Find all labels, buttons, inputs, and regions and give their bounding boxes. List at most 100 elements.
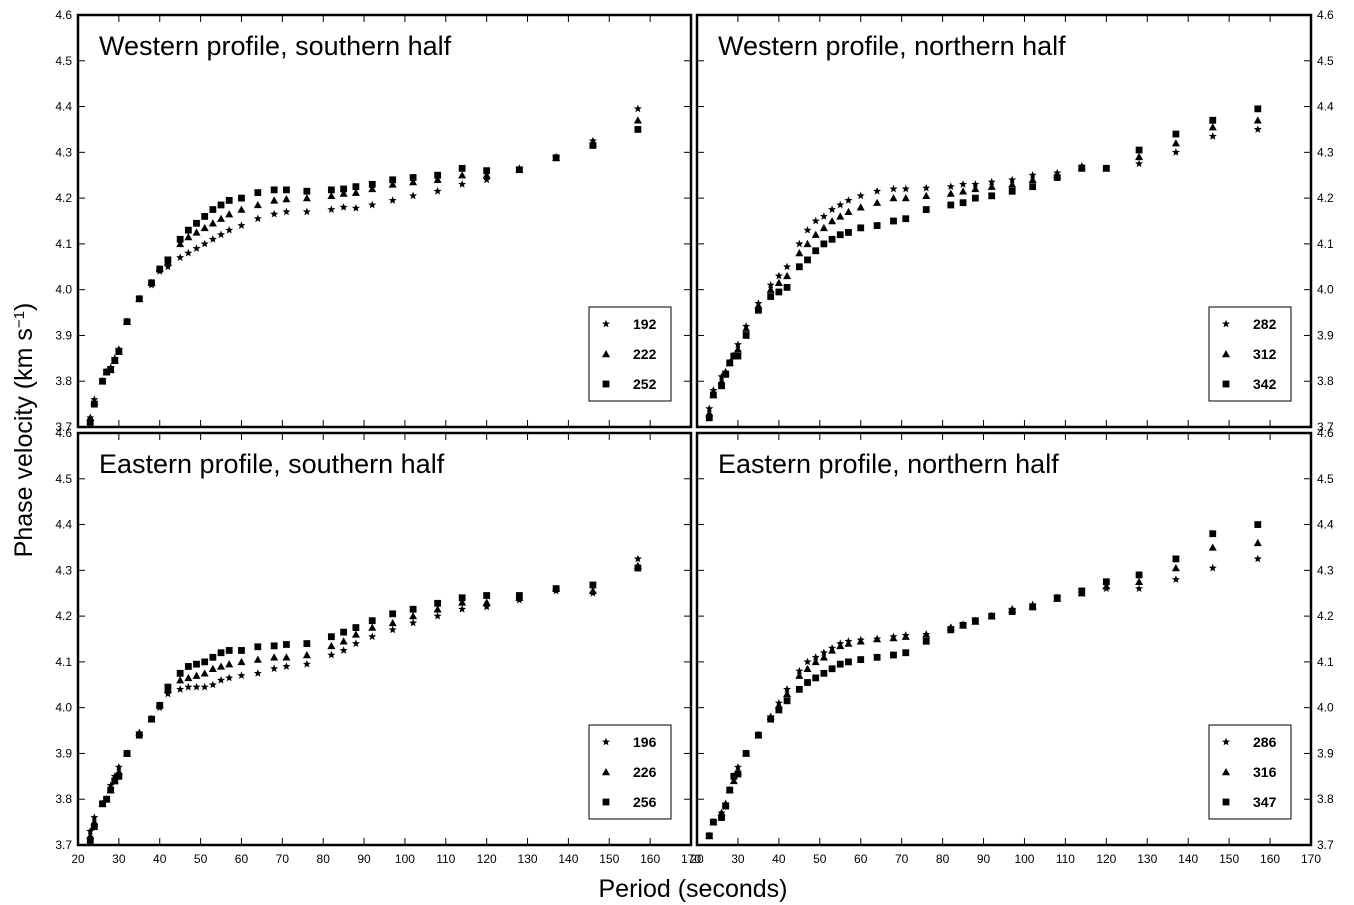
y-tick-label: 3.8 [1317, 374, 1334, 388]
data-point [351, 639, 360, 647]
data-point [828, 665, 836, 673]
data-point [589, 142, 597, 149]
data-point [819, 653, 828, 661]
data-point [552, 154, 560, 162]
y-tick-label: 3.7 [1317, 838, 1334, 852]
data-point [922, 183, 931, 192]
data-point [217, 214, 226, 222]
data-point [482, 602, 491, 611]
data-point [208, 235, 217, 243]
series-252 [86, 126, 642, 426]
data-point [1135, 152, 1144, 161]
y-tick-label: 4.4 [55, 518, 72, 532]
x-tick-label: 90 [977, 852, 991, 866]
data-point [253, 200, 262, 209]
panel-title: Eastern profile, northern half [718, 449, 1059, 479]
data-point [283, 641, 290, 648]
y-tick-label: 4.1 [55, 655, 72, 669]
data-point [148, 715, 155, 723]
legend-label: 282 [1253, 316, 1277, 332]
data-point [111, 777, 119, 785]
y-tick-label: 4.3 [1317, 145, 1334, 159]
panel-2: 3.7 3.8 3.9 4.0 4.1 4.2 4.3 4.4 4.5 4.6 Western pr… [695, 8, 1334, 434]
data-point [192, 244, 201, 252]
x-tick-label: 150 [599, 852, 619, 866]
legend-label: 286 [1253, 734, 1277, 750]
data-point [947, 626, 955, 634]
data-point [302, 651, 311, 659]
data-point [959, 621, 967, 629]
data-point [193, 219, 200, 227]
data-point [111, 357, 119, 365]
data-point [90, 813, 99, 821]
data-point [225, 210, 234, 218]
data-point [253, 669, 262, 677]
panel-frame [76, 431, 693, 847]
legend-label: 192 [633, 316, 657, 332]
data-point [270, 186, 278, 194]
series-256 [86, 564, 642, 844]
x-tick-label: 70 [276, 852, 290, 866]
data-point [971, 180, 980, 188]
x-tick-label: 110 [1056, 852, 1075, 866]
series-226 [86, 561, 642, 840]
data-point [873, 198, 882, 206]
data-point [148, 279, 155, 287]
data-point [409, 612, 418, 620]
legend-marker [602, 380, 610, 388]
data-point [902, 215, 910, 223]
data-point [766, 280, 775, 289]
data-point [123, 318, 131, 326]
data-point [873, 222, 881, 229]
legend: 282 312 342 [1208, 306, 1292, 402]
legend: 192 222 252 [588, 306, 672, 402]
data-point [201, 658, 209, 666]
data-point [812, 674, 820, 682]
data-point [302, 659, 311, 668]
data-point [327, 633, 335, 641]
data-point [1053, 174, 1061, 181]
data-point [901, 194, 910, 202]
x-tick-label: 120 [1096, 852, 1116, 866]
data-point [163, 262, 172, 271]
data-point [766, 285, 775, 293]
panel-title: Western profile, southern half [99, 31, 452, 61]
data-point [1102, 582, 1111, 590]
legend-marker [602, 798, 610, 806]
data-point [1253, 116, 1262, 124]
series-282 [705, 125, 1262, 413]
data-point [844, 639, 853, 647]
data-point [368, 617, 376, 625]
data-point [1029, 183, 1037, 191]
data-point [201, 213, 209, 220]
data-point [270, 653, 279, 661]
data-point [726, 359, 734, 367]
data-point [339, 637, 348, 645]
data-point [844, 207, 853, 216]
data-point [388, 180, 397, 188]
data-point [282, 653, 291, 661]
data-point [156, 265, 164, 273]
data-point [192, 671, 201, 679]
data-point [458, 605, 467, 613]
data-point [237, 221, 246, 229]
panel-frame [695, 13, 1313, 429]
x-axis-title: Period (seconds) [599, 875, 788, 903]
legend-label: 316 [1253, 764, 1277, 780]
data-point [1029, 603, 1037, 611]
data-point [253, 655, 262, 663]
data-point [755, 731, 762, 739]
y-tick-label: 3.9 [55, 746, 72, 760]
data-point [803, 664, 812, 672]
data-point [164, 683, 172, 691]
data-point [176, 676, 185, 684]
data-point [253, 214, 262, 223]
data-point [889, 184, 898, 193]
y-tick-label: 4.4 [1317, 100, 1334, 114]
y-axis-title-sup: −1 [11, 311, 28, 328]
y-tick-label: 4.4 [55, 100, 72, 114]
legend-marker [602, 737, 610, 746]
data-point [1008, 180, 1017, 188]
data-point [811, 657, 820, 666]
panel-4: 3.7 3.8 3.9 4.0 4.1 4.2 4.3 4.4 4.5 4.6 20 30 40 50 60… [690, 426, 1334, 866]
